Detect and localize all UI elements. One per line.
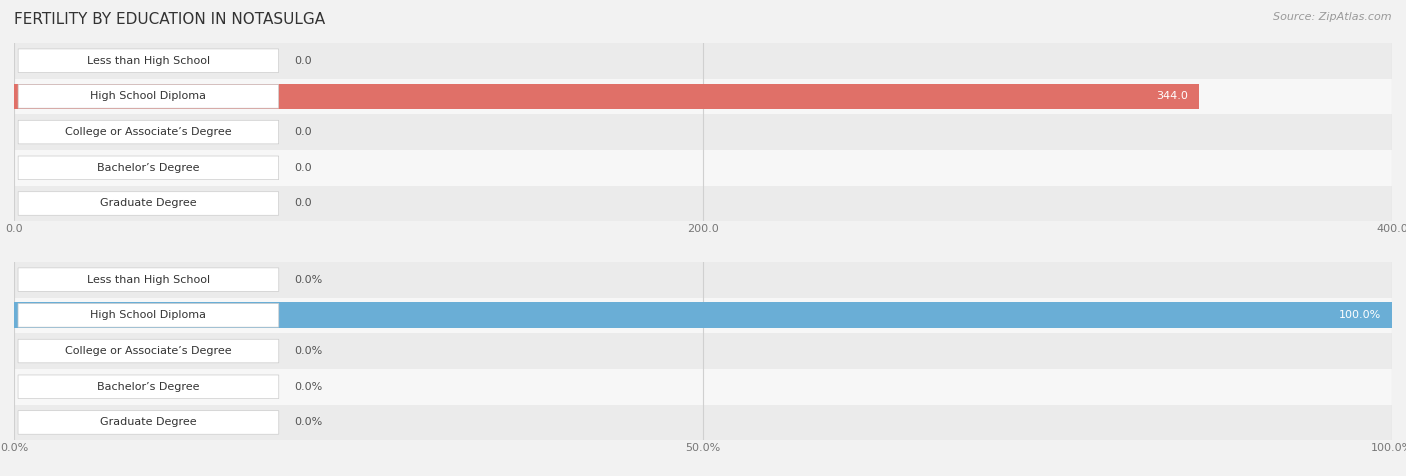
Text: Less than High School: Less than High School bbox=[87, 56, 209, 66]
FancyBboxPatch shape bbox=[18, 411, 278, 434]
Text: 100.0%: 100.0% bbox=[1339, 310, 1381, 320]
FancyBboxPatch shape bbox=[18, 268, 278, 291]
Text: 0.0%: 0.0% bbox=[294, 382, 322, 392]
Bar bbox=[14, 333, 1392, 369]
Bar bbox=[14, 114, 1392, 150]
FancyBboxPatch shape bbox=[18, 304, 278, 327]
Text: College or Associate’s Degree: College or Associate’s Degree bbox=[65, 127, 232, 137]
FancyBboxPatch shape bbox=[18, 375, 278, 398]
Text: 0.0: 0.0 bbox=[294, 56, 311, 66]
FancyBboxPatch shape bbox=[18, 192, 278, 215]
Text: 0.0: 0.0 bbox=[294, 198, 311, 208]
Text: 0.0: 0.0 bbox=[294, 127, 311, 137]
Bar bbox=[14, 303, 1392, 328]
Text: Graduate Degree: Graduate Degree bbox=[100, 198, 197, 208]
FancyBboxPatch shape bbox=[18, 156, 278, 179]
Bar bbox=[14, 369, 1392, 405]
Bar bbox=[14, 186, 1392, 221]
FancyBboxPatch shape bbox=[18, 120, 278, 144]
Bar bbox=[14, 43, 1392, 79]
Text: Bachelor’s Degree: Bachelor’s Degree bbox=[97, 163, 200, 173]
Bar bbox=[14, 79, 1392, 114]
Text: 0.0%: 0.0% bbox=[294, 275, 322, 285]
Text: 0.0%: 0.0% bbox=[294, 346, 322, 356]
FancyBboxPatch shape bbox=[18, 85, 278, 108]
Text: Graduate Degree: Graduate Degree bbox=[100, 417, 197, 427]
Bar bbox=[14, 262, 1392, 298]
FancyBboxPatch shape bbox=[18, 339, 278, 363]
Text: 0.0: 0.0 bbox=[294, 163, 311, 173]
Text: High School Diploma: High School Diploma bbox=[90, 310, 207, 320]
Text: Bachelor’s Degree: Bachelor’s Degree bbox=[97, 382, 200, 392]
Text: FERTILITY BY EDUCATION IN NOTASULGA: FERTILITY BY EDUCATION IN NOTASULGA bbox=[14, 12, 325, 27]
Bar bbox=[14, 84, 1199, 109]
Text: High School Diploma: High School Diploma bbox=[90, 91, 207, 101]
Bar bbox=[14, 150, 1392, 186]
Text: 0.0%: 0.0% bbox=[294, 417, 322, 427]
Bar bbox=[14, 298, 1392, 333]
Text: Source: ZipAtlas.com: Source: ZipAtlas.com bbox=[1274, 12, 1392, 22]
Bar bbox=[14, 405, 1392, 440]
FancyBboxPatch shape bbox=[18, 49, 278, 72]
Text: Less than High School: Less than High School bbox=[87, 275, 209, 285]
Text: College or Associate’s Degree: College or Associate’s Degree bbox=[65, 346, 232, 356]
Text: 344.0: 344.0 bbox=[1156, 91, 1188, 101]
